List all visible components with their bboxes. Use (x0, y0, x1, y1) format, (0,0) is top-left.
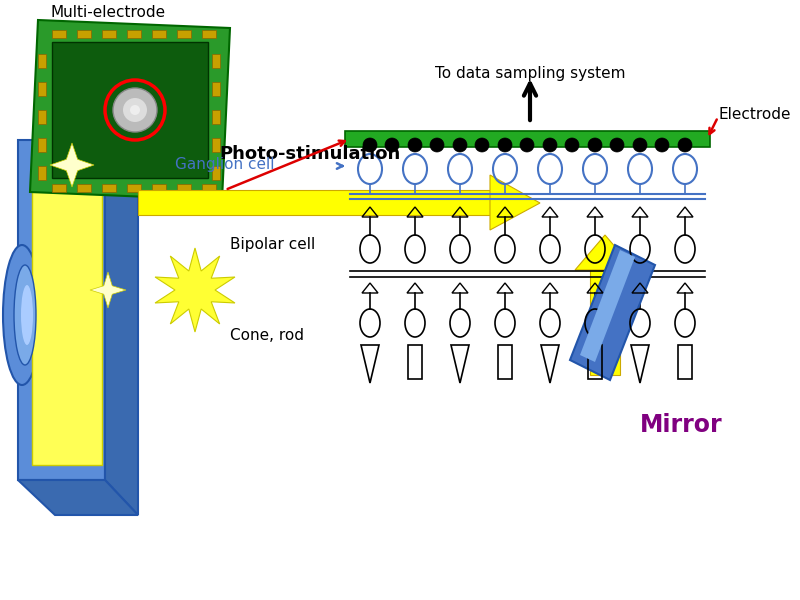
Ellipse shape (588, 138, 602, 152)
Ellipse shape (453, 138, 467, 152)
Bar (345, 131, 710, 147)
Bar (38, 138, 46, 152)
Bar (77, 30, 91, 38)
Text: Multi-electrode: Multi-electrode (50, 5, 165, 20)
Bar (127, 30, 141, 38)
Polygon shape (138, 190, 490, 215)
Bar (408, 345, 422, 379)
Polygon shape (155, 248, 235, 332)
Polygon shape (490, 175, 540, 230)
Ellipse shape (520, 138, 534, 152)
Bar (38, 54, 46, 68)
Ellipse shape (363, 138, 377, 152)
Text: Photo-stimulation: Photo-stimulation (219, 145, 401, 163)
Bar (52, 184, 66, 192)
Bar (212, 166, 220, 180)
Bar (212, 82, 220, 96)
Bar (152, 184, 166, 192)
Bar (177, 184, 191, 192)
Ellipse shape (633, 138, 647, 152)
Bar (498, 345, 512, 379)
Ellipse shape (475, 138, 489, 152)
Bar (202, 184, 216, 192)
Polygon shape (30, 20, 230, 200)
Polygon shape (90, 272, 126, 308)
Text: To data sampling system: To data sampling system (434, 66, 626, 81)
Text: Ganglion cell: Ganglion cell (175, 157, 274, 172)
Text: Bipolar cell: Bipolar cell (230, 236, 315, 251)
Text: Electrode: Electrode (718, 107, 790, 122)
Ellipse shape (610, 138, 624, 152)
Bar (38, 82, 46, 96)
Bar (77, 184, 91, 192)
Polygon shape (570, 245, 655, 380)
Bar (38, 166, 46, 180)
Polygon shape (18, 140, 105, 480)
Bar (52, 30, 66, 38)
Bar (212, 54, 220, 68)
Bar (52, 42, 208, 178)
Bar (177, 30, 191, 38)
Polygon shape (105, 140, 138, 515)
Polygon shape (590, 270, 620, 375)
Bar (127, 184, 141, 192)
Polygon shape (580, 250, 635, 362)
Ellipse shape (3, 245, 41, 385)
Circle shape (113, 88, 157, 132)
Circle shape (123, 98, 147, 122)
Bar (678, 345, 692, 379)
Bar (102, 30, 116, 38)
Polygon shape (575, 235, 635, 270)
Ellipse shape (21, 285, 33, 345)
Bar (102, 184, 116, 192)
Ellipse shape (385, 138, 399, 152)
Bar (588, 345, 602, 379)
Ellipse shape (543, 138, 557, 152)
Polygon shape (32, 152, 102, 465)
Bar (152, 30, 166, 38)
Ellipse shape (655, 138, 669, 152)
Ellipse shape (678, 138, 692, 152)
Polygon shape (18, 480, 138, 515)
Text: Cone, rod: Cone, rod (230, 328, 304, 343)
Bar (202, 30, 216, 38)
Polygon shape (50, 143, 94, 187)
Ellipse shape (498, 138, 512, 152)
Ellipse shape (408, 138, 422, 152)
Circle shape (130, 105, 140, 115)
Bar (212, 138, 220, 152)
Bar (212, 110, 220, 124)
Bar (38, 110, 46, 124)
Text: Mirror: Mirror (640, 413, 722, 437)
Ellipse shape (565, 138, 579, 152)
Ellipse shape (14, 265, 36, 365)
Ellipse shape (430, 138, 444, 152)
